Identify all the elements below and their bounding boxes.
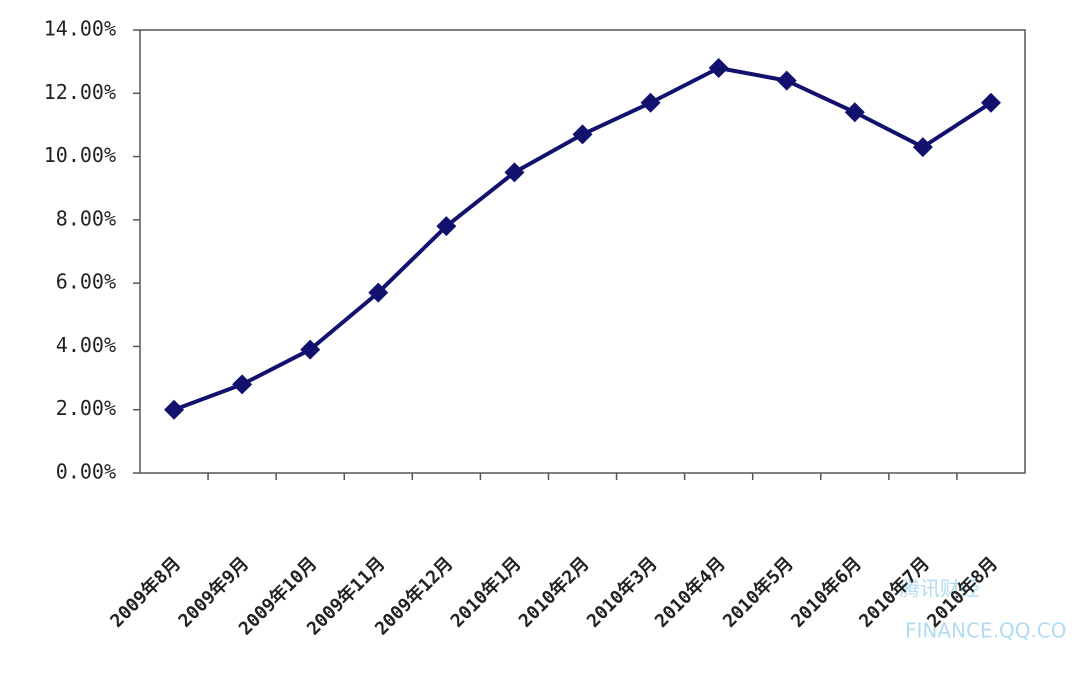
watermark: 腾讯财经 — [900, 577, 980, 601]
marker — [300, 339, 321, 360]
y-tick-label: 4.00% — [56, 333, 116, 357]
y-tick-label: 8.00% — [56, 206, 116, 230]
marker — [164, 399, 185, 420]
marker — [708, 57, 729, 78]
y-tick-label: 6.00% — [56, 270, 116, 294]
x-tick-label: 2010年6月 — [787, 553, 866, 632]
y-tick-label: 12.00% — [44, 80, 116, 104]
marker — [776, 70, 797, 91]
marker — [368, 282, 389, 303]
y-tick-label: 14.00% — [44, 17, 116, 41]
marker — [436, 216, 457, 237]
x-tick-label: 2009年8月 — [106, 553, 185, 632]
x-tick-label: 2010年1月 — [446, 553, 525, 632]
marker — [232, 374, 253, 395]
y-tick-label: 0.00% — [56, 460, 116, 484]
x-tick-label: 2010年3月 — [582, 553, 661, 632]
x-tick-label: 2010年4月 — [650, 553, 729, 632]
watermark: FINANCE.QQ.CO — [905, 619, 1067, 643]
marker — [912, 137, 933, 158]
marker — [572, 124, 593, 145]
plot-frame — [139, 29, 1026, 474]
marker — [844, 102, 865, 123]
line — [173, 65, 993, 412]
y-tick-label: 2.00% — [56, 396, 116, 420]
x-tick-label: 2010年2月 — [514, 553, 593, 632]
y-tick-label: 10.00% — [44, 143, 116, 167]
x-tick-label: 2010年5月 — [718, 553, 797, 632]
marker — [980, 92, 1001, 113]
marker — [640, 92, 661, 113]
marker — [504, 162, 525, 183]
